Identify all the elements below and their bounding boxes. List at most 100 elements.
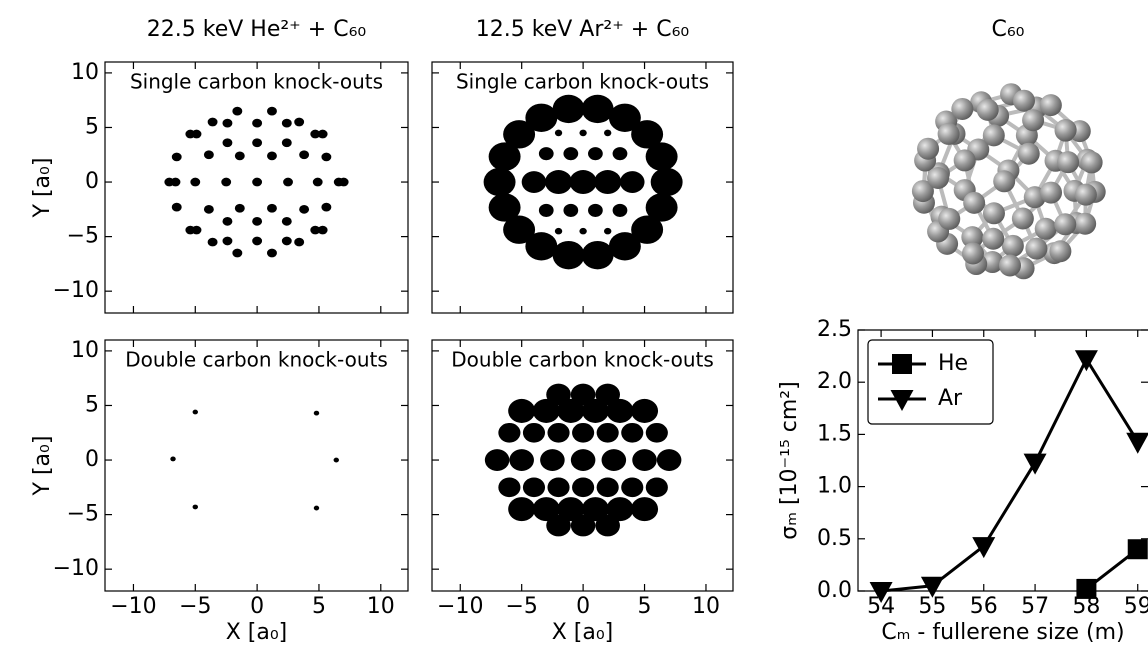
x-tick-label: 55 <box>918 594 946 619</box>
point <box>281 118 292 128</box>
atom <box>911 180 934 203</box>
atom <box>927 167 950 190</box>
y-tick-label: 0 <box>85 169 99 194</box>
point <box>338 177 349 187</box>
plot-frame <box>431 61 734 314</box>
y-tick-label: 1.5 <box>817 421 852 446</box>
atom <box>917 137 940 160</box>
point <box>503 215 536 244</box>
atom <box>1025 237 1048 260</box>
point <box>552 94 585 124</box>
y-tick-label: −5 <box>67 224 99 249</box>
legend-marker <box>892 354 912 374</box>
point <box>508 398 536 423</box>
point <box>569 170 597 195</box>
point <box>621 477 644 498</box>
point <box>191 225 202 235</box>
x-tick-label: −10 <box>437 594 483 619</box>
point <box>645 422 668 443</box>
point <box>538 147 554 161</box>
point <box>267 248 277 258</box>
point <box>313 410 320 416</box>
x-tick-label: −5 <box>179 594 211 619</box>
point <box>606 398 634 423</box>
point <box>554 227 563 235</box>
atom <box>981 251 1004 274</box>
point <box>645 193 678 222</box>
panel-annotation: Double carbon knock-outs <box>451 348 714 372</box>
point <box>563 147 579 161</box>
atom <box>1049 240 1072 263</box>
point <box>222 118 233 128</box>
atom <box>1039 94 1062 117</box>
atom <box>976 98 999 121</box>
point <box>267 151 277 161</box>
atom <box>951 97 974 120</box>
point <box>294 237 305 247</box>
point <box>588 203 603 217</box>
marker <box>1076 578 1097 599</box>
point <box>294 117 305 127</box>
atom <box>1034 217 1057 240</box>
x-tick-label: 5 <box>638 594 652 619</box>
point <box>321 152 332 162</box>
panel-annotation: Single carbon knock-outs <box>456 70 709 94</box>
point <box>498 477 521 498</box>
point <box>321 202 332 212</box>
point <box>656 449 682 471</box>
point <box>645 477 668 498</box>
point <box>570 449 596 471</box>
point <box>299 204 310 214</box>
point <box>604 227 612 235</box>
point <box>232 106 243 116</box>
panel-annotation: Single carbon knock-outs <box>130 70 383 94</box>
point <box>170 456 176 462</box>
point <box>532 497 560 522</box>
point <box>333 457 339 463</box>
point <box>579 129 587 137</box>
y-axis-label: σₘ [10⁻¹⁵ cm²] <box>777 381 802 539</box>
point <box>222 216 233 226</box>
point <box>645 142 678 171</box>
atom <box>1001 234 1024 257</box>
point <box>608 103 641 132</box>
point <box>310 225 321 235</box>
x-tick-label: 56 <box>970 594 998 619</box>
atom <box>953 149 976 172</box>
point <box>191 129 202 139</box>
point <box>570 514 596 537</box>
marker <box>1074 350 1098 372</box>
point <box>557 398 585 423</box>
atom <box>1054 118 1077 141</box>
point <box>317 225 328 235</box>
point <box>252 216 263 226</box>
atom <box>1040 181 1063 204</box>
point <box>581 94 614 124</box>
point <box>631 120 664 149</box>
point <box>570 383 596 406</box>
panel-title: 22.5 keV He²⁺ + C₆₀ <box>147 17 367 42</box>
atom <box>1022 109 1045 132</box>
legend-marker <box>890 390 914 411</box>
x-tick-label: 57 <box>1021 594 1049 619</box>
x-axis-label: X [a₀] <box>552 620 614 645</box>
point <box>488 142 521 171</box>
x-tick-label: 10 <box>692 594 720 619</box>
point <box>281 138 292 148</box>
point <box>554 129 563 137</box>
point <box>192 409 199 415</box>
y-tick-label: 2.5 <box>817 317 852 342</box>
y-tick-label: 0 <box>85 447 99 472</box>
panel-annotation: Double carbon knock-outs <box>125 348 388 372</box>
point <box>171 152 182 162</box>
y-tick-label: −10 <box>53 278 99 303</box>
point <box>572 477 595 498</box>
plot-frame <box>857 329 1148 592</box>
atom <box>961 242 984 265</box>
panel-title: 12.5 keV Ar²⁺ + C₆₀ <box>476 17 690 42</box>
atom <box>1011 207 1034 230</box>
point <box>619 171 645 193</box>
point <box>299 150 310 160</box>
marker <box>1126 432 1148 454</box>
